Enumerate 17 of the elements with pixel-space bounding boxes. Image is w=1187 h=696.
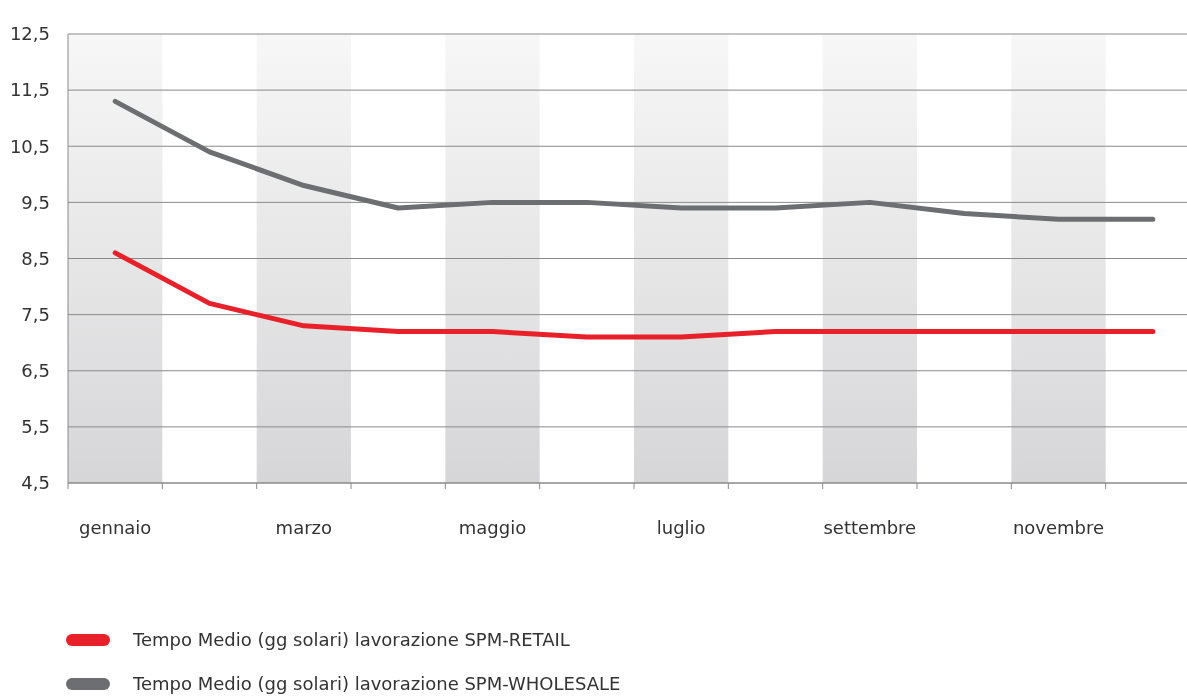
x-tick-label: marzo <box>275 517 333 538</box>
y-tick-label: 7,5 <box>21 303 50 325</box>
y-tick-label: 9,5 <box>21 191 50 213</box>
x-tick-label: maggio <box>458 517 527 538</box>
x-tick-label: gennaio <box>78 517 152 538</box>
y-tick-label: 6,5 <box>21 360 50 382</box>
y-tick-label: 8,5 <box>21 247 50 269</box>
x-tick-label: luglio <box>656 517 706 538</box>
legend-label: Tempo Medio (gg solari) lavorazione SPM-RETAIL <box>132 629 570 651</box>
x-tick-label: novembre <box>1012 517 1105 538</box>
x-tick-label: settembre <box>823 517 917 538</box>
y-tick-label: 12,5 <box>9 23 50 45</box>
y-tick-label: 11,5 <box>9 79 50 101</box>
y-tick-label: 4,5 <box>21 472 50 494</box>
y-tick-label: 10,5 <box>9 135 50 157</box>
legend-label: Tempo Medio (gg solari) lavorazione SPM-WHOLESALE <box>132 673 621 695</box>
y-tick-label: 5,5 <box>21 416 50 438</box>
